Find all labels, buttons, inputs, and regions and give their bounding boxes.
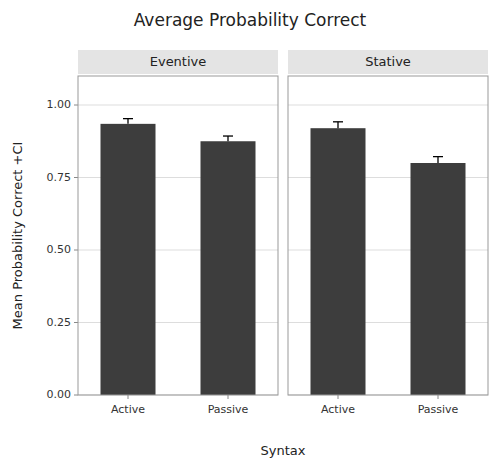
x-tick bbox=[338, 395, 339, 399]
facet-strip bbox=[78, 50, 278, 74]
bar bbox=[101, 124, 156, 395]
facet-strip bbox=[288, 50, 488, 74]
marks bbox=[311, 122, 466, 395]
chart-title: Average Probability Correct bbox=[134, 10, 367, 30]
plot-frame bbox=[288, 76, 488, 395]
y-tick-label: 1.00 bbox=[47, 98, 72, 111]
bar bbox=[411, 163, 466, 395]
y-tick-label: 0.25 bbox=[47, 316, 72, 329]
x-tick-label: Active bbox=[321, 403, 355, 416]
x-tick-label: Passive bbox=[208, 403, 249, 416]
y-tick-label: 0.50 bbox=[47, 243, 72, 256]
grid-line bbox=[288, 105, 488, 106]
facet-label: Eventive bbox=[150, 54, 207, 69]
y-tick bbox=[74, 177, 78, 178]
x-tick bbox=[438, 395, 439, 399]
error-bar bbox=[333, 122, 343, 128]
y-tick-label: 0.00 bbox=[47, 388, 72, 401]
bar bbox=[201, 141, 256, 395]
y-tick bbox=[74, 322, 78, 323]
chart-container: Average Probability Correct Mean Probabil… bbox=[0, 0, 500, 469]
y-tick bbox=[74, 395, 78, 396]
y-tick bbox=[74, 105, 78, 106]
grid-line bbox=[78, 105, 278, 106]
y-axis-label: Mean Probability Correct +CI bbox=[10, 142, 25, 330]
error-bar bbox=[433, 157, 443, 163]
x-tick bbox=[128, 395, 129, 399]
error-bar bbox=[223, 136, 233, 141]
x-tick-label: Active bbox=[111, 403, 145, 416]
error-bar bbox=[123, 119, 133, 124]
panel: Eventive 0.00 0.25 0.50 0.75 1.00 Active Passiv… bbox=[47, 50, 279, 416]
panel: Stative Active Passive bbox=[288, 50, 488, 416]
x-tick bbox=[228, 395, 229, 399]
x-tick-label: Passive bbox=[418, 403, 459, 416]
bar bbox=[311, 128, 366, 395]
plot-frame bbox=[78, 76, 278, 395]
y-tick-label: 0.75 bbox=[47, 171, 72, 184]
marks bbox=[101, 119, 256, 395]
facet-label: Stative bbox=[365, 54, 411, 69]
x-axis-label: Syntax bbox=[261, 443, 306, 458]
y-tick bbox=[74, 250, 78, 251]
chart: Average Probability Correct Mean Probabil… bbox=[0, 0, 500, 469]
